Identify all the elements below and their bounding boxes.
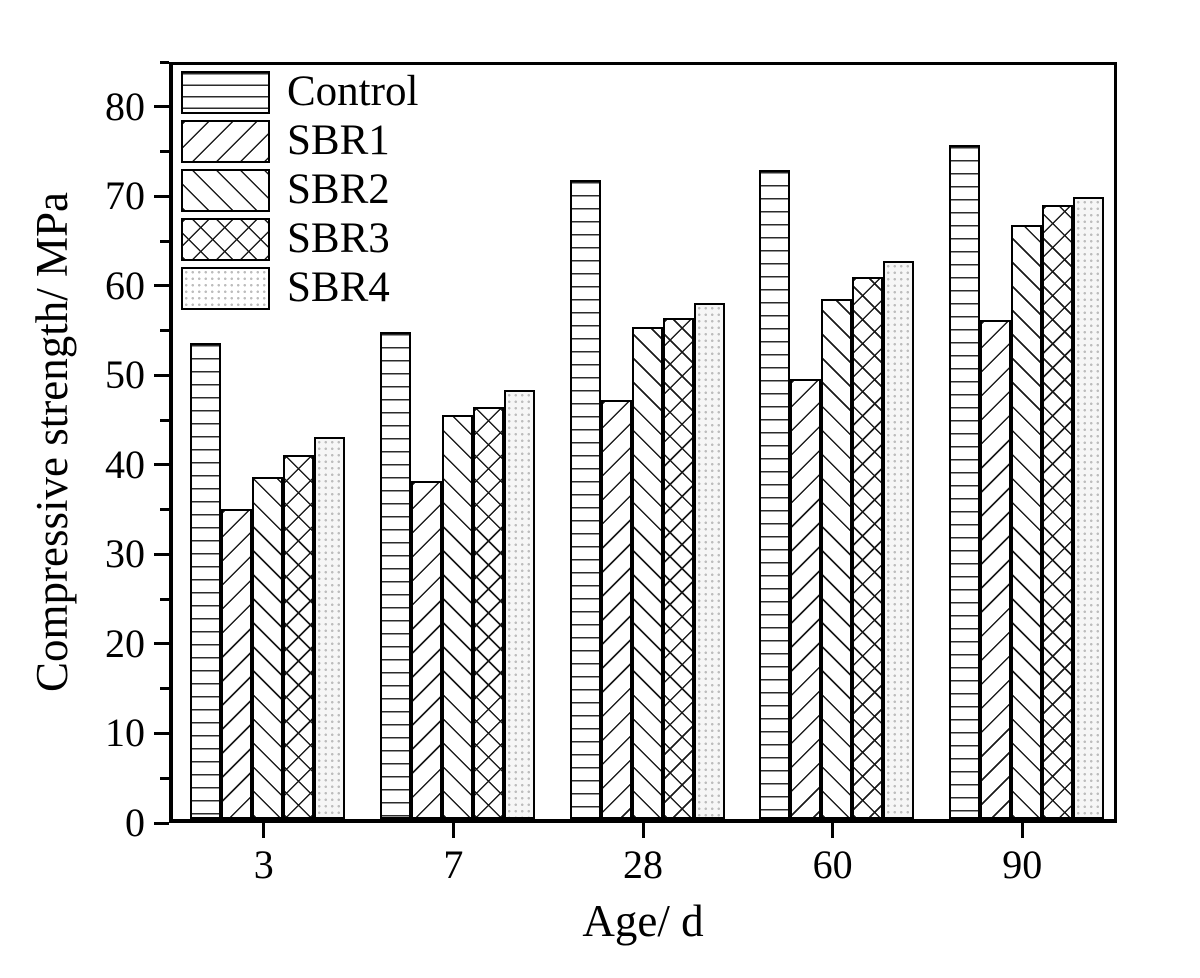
y-major-tick [154,194,169,198]
bar-sbr3-age-7 [472,407,504,819]
legend-swatch-crosshatch [181,217,270,261]
legend-label: SBR3 [287,215,390,262]
legend-swatch-horizontal-lines [181,70,270,114]
legend-label: Control [287,68,419,115]
y-tick-label: 40 [105,441,145,487]
bar-sbr4-age-90 [1072,196,1104,819]
bar-sbr2-age-90 [1010,225,1042,819]
bar-sbr2-age-3 [252,477,284,819]
bar-sbr4-age-7 [503,390,535,819]
bar-sbr4-age-60 [883,261,915,819]
bar-control-age-60 [759,169,791,819]
bar-sbr4-age-3 [314,436,346,819]
legend-swatch-dots [181,266,270,310]
y-minor-tick [160,597,169,601]
y-minor-tick [160,150,169,154]
y-minor-tick [160,687,169,691]
bar-sbr1-age-90 [979,320,1011,819]
y-tick-label: 30 [105,531,145,577]
y-major-tick [154,373,169,377]
x-tick-label: 3 [253,842,274,887]
y-minor-tick [160,508,169,512]
legend-label: SBR2 [287,166,390,213]
plot-area: Control SBR1 SBR2 SBR3 SBR4 [169,62,1117,823]
bar-sbr2-age-60 [821,298,853,819]
legend-label: SBR4 [287,264,390,311]
bar-control-age-3 [190,342,222,819]
legend-entry-control: Control [181,70,418,114]
y-minor-tick [160,239,169,243]
bar-sbr2-age-28 [631,326,663,819]
y-minor-tick [160,329,169,333]
bar-sbr3-age-90 [1041,204,1073,819]
x-major-tick [641,823,645,838]
y-major-tick [154,821,169,825]
legend-entry-sbr4: SBR4 [181,266,418,310]
y-tick-label: 20 [105,620,145,666]
x-axis-title: Age/ d [582,896,704,946]
y-major-tick [154,552,169,556]
y-minor-tick [160,418,169,422]
legend-swatch-forward-diagonal [181,119,270,163]
legend-label: SBR1 [287,117,390,164]
y-minor-tick [160,60,169,64]
bar-control-age-90 [948,144,980,819]
bar-control-age-7 [379,331,411,819]
x-major-tick [262,823,266,838]
bar-sbr1-age-7 [410,481,442,819]
y-major-tick [154,463,169,467]
y-major-tick [154,284,169,288]
bar-control-age-28 [569,179,601,819]
x-major-tick [1020,823,1024,838]
y-tick-label: 10 [105,710,145,756]
bar-sbr3-age-28 [662,317,694,819]
y-major-tick [154,642,169,646]
y-tick-label: 70 [105,173,145,219]
y-tick-label: 0 [125,800,145,845]
legend-entry-sbr1: SBR1 [181,119,418,163]
legend-entry-sbr3: SBR3 [181,217,418,261]
y-tick-label: 50 [105,352,145,398]
x-tick-label: 7 [443,842,464,887]
y-major-tick [154,731,169,735]
bar-sbr1-age-28 [600,400,632,819]
bar-sbr3-age-60 [852,277,884,819]
bar-sbr1-age-60 [790,379,822,819]
legend-swatch-backward-diagonal [181,168,270,212]
x-tick-label: 28 [623,842,663,887]
y-tick-label: 80 [105,83,145,129]
y-minor-tick [160,776,169,780]
x-major-tick [451,823,455,838]
y-tick-label: 60 [105,262,145,308]
bar-sbr4-age-28 [693,303,725,819]
legend-entry-sbr2: SBR2 [181,168,418,212]
bar-sbr2-age-7 [441,415,473,819]
x-tick-label: 90 [1002,842,1043,887]
legend: Control SBR1 SBR2 SBR3 SBR4 [181,70,418,315]
bar-sbr3-age-3 [283,454,315,819]
x-tick-label: 60 [812,842,853,887]
bar-sbr1-age-3 [221,509,253,819]
x-major-tick [831,823,835,838]
y-major-tick [154,105,169,109]
